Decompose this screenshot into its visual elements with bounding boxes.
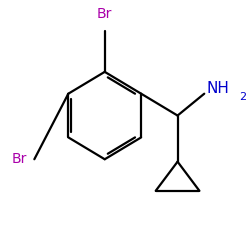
Text: Br: Br (12, 152, 27, 166)
Text: NH: NH (207, 81, 230, 96)
Text: Br: Br (97, 7, 112, 21)
Text: 2: 2 (240, 92, 246, 102)
